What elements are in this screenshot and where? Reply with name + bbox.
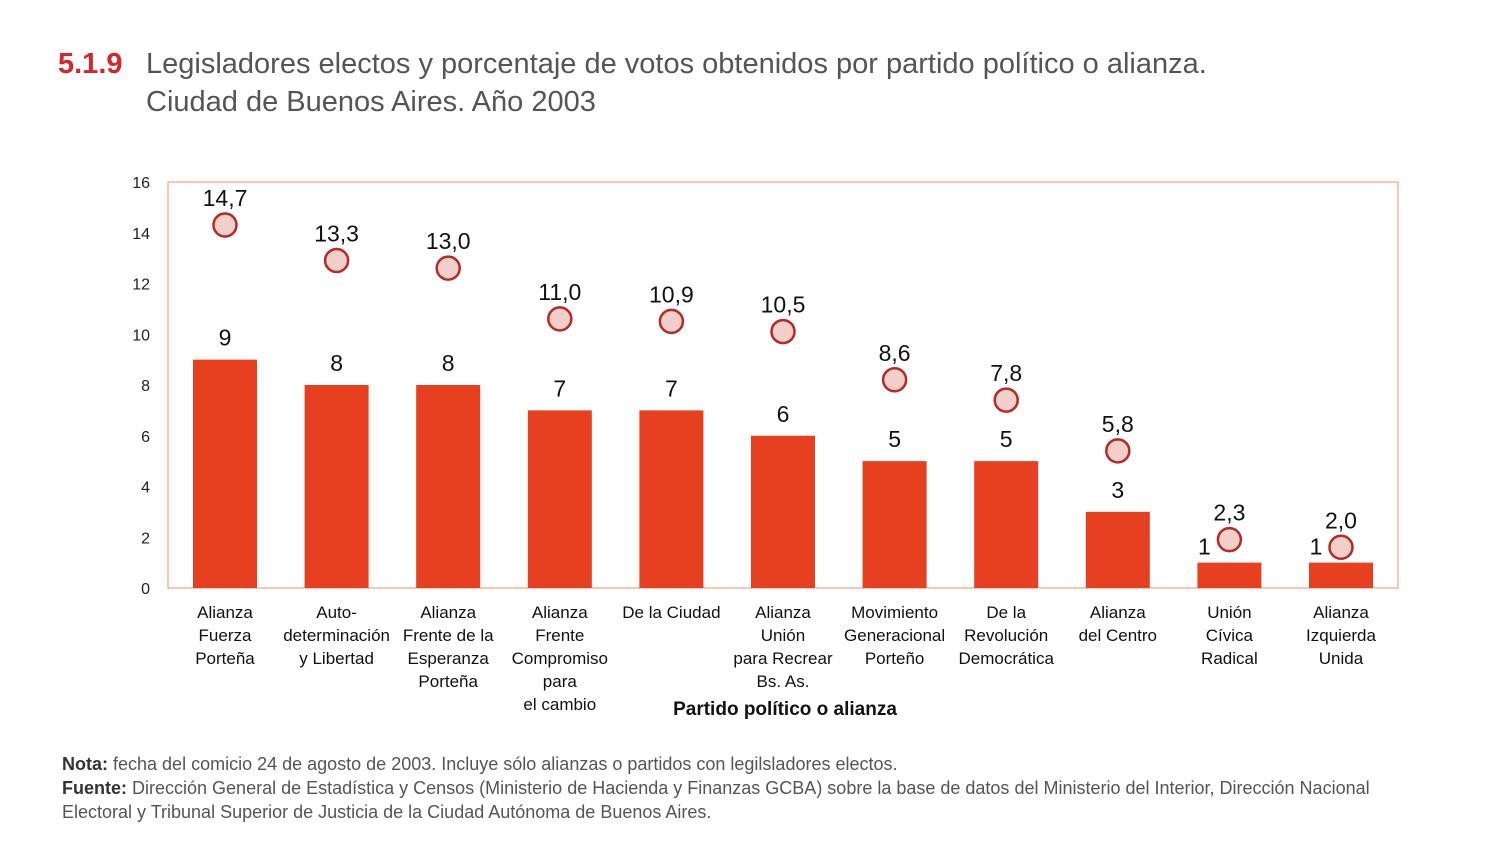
bar-value-labels: 9 8 8 7 7 6 5 5 3 1 1 [219,325,1323,560]
vote-percentage-label: 13,0 [426,228,471,254]
chart-notes: Nota: fecha del comicio 24 de agosto de … [62,752,1442,824]
vote-percentage-label: 10,5 [761,292,806,318]
source-label: Fuente: [62,778,127,798]
x-tick-label: Alianza Unión para Recrear Bs. As. [733,603,833,691]
vote-percentage-label: 7,8 [990,360,1022,386]
vote-percentage-label: 5,8 [1102,411,1134,437]
bar-value-label: 6 [777,401,790,427]
bar-value-label: 7 [553,375,566,401]
y-tick-label: 0 [141,581,150,598]
x-tick-label: Alianza Frente de la Esperanza Porteña [403,603,494,691]
y-tick-label: 8 [141,378,150,395]
bar-chart: 0 2 4 6 8 10 12 14 16 9 8 8 7 7 6 5 5 3 1 1 14,7 13,3 13,0 11… [132,175,1399,720]
x-tick-label: Alianza Fuerza Porteña [195,603,255,668]
bar [416,385,481,588]
x-axis-title: Partido político o alianza [673,699,897,720]
vote-marker [1328,534,1354,560]
x-tick-label: Alianza Frente Compromiso para el cambio [512,603,608,714]
vote-marker [1105,438,1131,464]
vote-marker [1216,526,1243,553]
vote-marker [770,318,796,345]
x-tick-label: Unión Cívica Radical [1201,603,1258,668]
bar [1197,562,1262,588]
bar [1085,511,1150,588]
bar [639,410,704,588]
x-tick-label: Alianza del Centro [1079,603,1157,645]
bar [304,385,369,588]
note-label: Nota: [62,754,108,774]
y-axis: 0 2 4 6 8 10 12 14 16 [132,175,150,598]
y-tick-label: 2 [141,530,150,547]
vote-percentage-label: 8,6 [879,340,911,366]
bar-value-label: 5 [1000,426,1013,452]
vote-marker [323,247,350,274]
note-line: Nota: fecha del comicio 24 de agosto de … [62,752,1442,776]
x-axis-category-labels: Alianza Fuerza Porteña Auto-determinación y … [195,603,1376,714]
bar [862,461,927,588]
bar-value-label: 8 [330,350,343,376]
bar-value-label: 5 [888,426,901,452]
vote-percentage-labels: 14,7 13,3 13,0 11,0 10,9 10,5 8,6 7,8 5,8 2,3 2,0 [203,185,1357,533]
title-line-1: Legisladores electos y porcentaje de vot… [146,48,1207,80]
title-number: 5.1.9 [58,48,123,80]
bar [974,461,1039,588]
source-line: Fuente: Dirección General de Estadística… [62,776,1442,824]
vote-marker [993,387,1019,413]
note-text: fecha del comicio 24 de agosto de 2003. … [113,754,898,774]
vote-marker [658,308,685,335]
x-tick-label: Movimiento Generacional Porteño [844,603,945,668]
y-tick-label: 6 [141,429,150,446]
vote-percentage-markers [212,212,1354,560]
bar [751,435,815,588]
title-line-2: Ciudad de Buenos Aires. Año 2003 [146,86,596,118]
x-tick-label: Auto-determinación y Libertad [283,603,390,668]
y-tick-label: 12 [132,277,150,294]
vote-percentage-label: 2,0 [1325,507,1357,533]
y-tick-label: 10 [132,327,150,344]
bar [1309,562,1373,588]
vote-percentage-label: 10,9 [649,281,694,307]
vote-marker [212,212,238,238]
vote-percentage-label: 13,3 [314,221,359,247]
bar-value-label: 9 [219,325,232,351]
vote-percentage-label: 2,3 [1213,500,1245,526]
bar-value-label: 8 [442,350,455,376]
y-tick-label: 14 [132,226,150,243]
bar-value-label: 7 [665,375,678,401]
y-tick-label: 16 [132,175,150,192]
bar [527,410,592,588]
vote-marker [881,367,908,393]
x-tick-label: De la Ciudad [622,603,720,622]
x-tick-label: De la Revolución Democrática [958,603,1054,668]
source-text: Dirección General de Estadística y Censo… [62,778,1370,822]
x-tick-label: Alianza Izquierda Unida [1306,603,1376,668]
y-tick-label: 4 [141,480,150,497]
vote-marker [435,255,461,281]
vote-marker [547,306,573,332]
bar-value-label: 1 [1310,534,1323,560]
bar [193,359,257,588]
vote-percentage-label: 11,0 [538,279,581,305]
bar-value-label: 1 [1198,534,1211,560]
bars-series [193,359,1373,588]
bar-value-label: 3 [1111,477,1124,503]
vote-percentage-label: 14,7 [203,185,248,211]
